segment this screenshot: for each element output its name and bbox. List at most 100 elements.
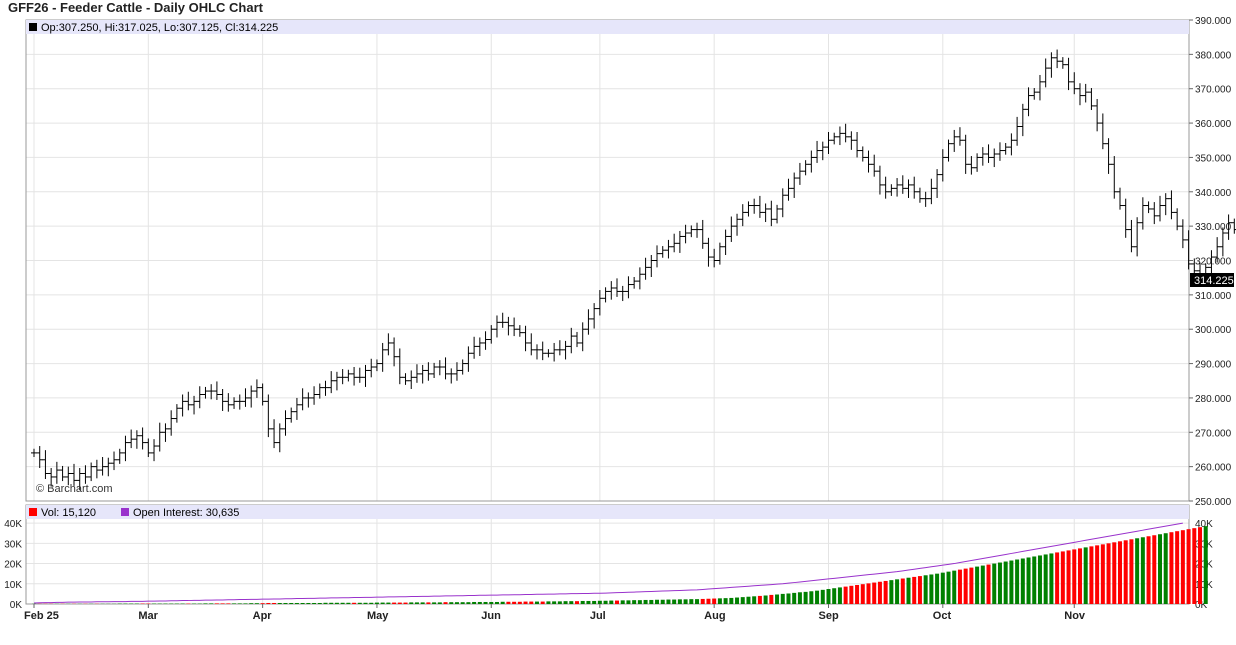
ohlc-bar: [705, 237, 712, 267]
ohlc-bar: [225, 393, 232, 412]
volume-bar: [1055, 552, 1060, 604]
ohlc-bar: [442, 357, 449, 380]
volume-bar: [877, 581, 882, 604]
volume-bar: [1135, 538, 1140, 604]
x-tick-label: Apr: [253, 610, 273, 622]
volume-bar: [540, 601, 545, 604]
volume-bar: [592, 600, 597, 604]
ohlc-bar: [431, 362, 438, 379]
volume-bar: [597, 600, 602, 604]
ohlc-bar: [648, 255, 655, 277]
ohlc-bar: [231, 397, 238, 409]
ohlc-bar: [814, 140, 821, 163]
price-tick-label: 310.000: [1195, 291, 1232, 302]
ohlc-bar: [774, 204, 781, 224]
x-tick-label: Jun: [481, 610, 501, 622]
volume-bar: [746, 596, 751, 604]
x-tick-label: May: [367, 610, 389, 622]
volume-bar: [283, 602, 288, 604]
volume-bar: [723, 598, 728, 604]
ohlc-bar: [945, 139, 952, 162]
ohlc-bar: [362, 364, 369, 387]
volume-bar: [963, 568, 968, 604]
volume-bar: [414, 602, 419, 604]
ohlc-bar: [48, 468, 55, 487]
ohlc-bar: [1214, 237, 1221, 263]
ohlc-bar: [808, 150, 815, 173]
volume-bar: [380, 602, 385, 604]
volume-bar: [855, 584, 860, 604]
volume-bar: [552, 601, 557, 604]
volume-bar: [803, 591, 808, 604]
volume-bar: [637, 600, 642, 604]
ohlc-bar: [322, 380, 329, 396]
volume-bar: [660, 599, 665, 604]
volume-bar: [1037, 555, 1042, 604]
x-tick-label: Feb 25: [24, 610, 59, 622]
volume-bar: [363, 602, 368, 604]
volume-bar: [986, 564, 991, 604]
volume-bar: [1083, 547, 1088, 604]
ohlc-bar: [191, 395, 198, 415]
ohlc-bar: [1048, 52, 1055, 78]
ohlc-bar: [459, 359, 466, 375]
ohlc-bar: [151, 439, 158, 462]
volume-bar: [786, 593, 791, 604]
volume-legend-text: Vol: 15,120: [41, 507, 96, 519]
volume-bar: [586, 600, 591, 604]
ohlc-bar: [93, 459, 100, 479]
ohlc-bar: [402, 373, 409, 385]
ohlc-bar: [1008, 133, 1015, 156]
ohlc-bar: [328, 371, 335, 394]
volume-bar: [1129, 539, 1134, 604]
volume-bar: [523, 601, 528, 604]
volume-bar: [940, 572, 945, 604]
ohlc-bar: [465, 346, 472, 372]
volume-bar: [369, 602, 374, 604]
ohlc-bar: [396, 348, 403, 385]
ohlc-bar: [53, 461, 60, 484]
ohlc-bar: [579, 322, 586, 352]
volume-bar: [249, 603, 254, 604]
volume-bar: [1043, 554, 1048, 604]
price-tick-label: 290.000: [1195, 360, 1232, 371]
volume-bar: [923, 575, 928, 604]
ohlc-bar: [145, 438, 152, 458]
ohlc-bar: [779, 188, 786, 218]
ohlc-bar: [339, 369, 346, 385]
ohlc-bar: [276, 423, 283, 453]
ohlc-bar: [156, 422, 163, 452]
volume-bar: [1198, 527, 1203, 604]
ohlc-bar: [802, 160, 809, 176]
ohlc-bar: [236, 394, 243, 410]
ohlc-bar: [888, 184, 895, 196]
ohlc-bar: [825, 132, 832, 154]
volume-bar: [1146, 536, 1151, 604]
volume-bar: [512, 601, 517, 604]
ohlc-bar: [585, 309, 592, 335]
volume-bar: [546, 601, 551, 604]
ohlc-bar: [1168, 190, 1175, 220]
volume-bar: [649, 599, 654, 604]
volume-bar: [832, 588, 837, 604]
volume-legend-bg: [26, 505, 1189, 519]
ohlc-bar: [162, 423, 169, 442]
volume-bar: [752, 596, 757, 604]
volume-bar: [900, 578, 905, 604]
volume-bar: [346, 602, 351, 604]
volume-bar: [843, 586, 848, 604]
volume-bar: [294, 602, 299, 604]
volume-bar: [929, 574, 934, 604]
volume-bar: [386, 602, 391, 604]
volume-bar: [420, 602, 425, 604]
ohlc-bar: [1157, 195, 1163, 222]
volume-bar: [580, 600, 585, 604]
ohlc-bar: [636, 267, 643, 290]
price-tick-label: 250.000: [1195, 497, 1232, 508]
ohlc-bar: [865, 150, 872, 173]
volume-bar: [1152, 535, 1157, 604]
ohlc-bar: [722, 229, 729, 256]
volume-bar: [769, 594, 774, 604]
ohlc-bar: [711, 248, 718, 268]
volume-bar: [655, 599, 660, 604]
